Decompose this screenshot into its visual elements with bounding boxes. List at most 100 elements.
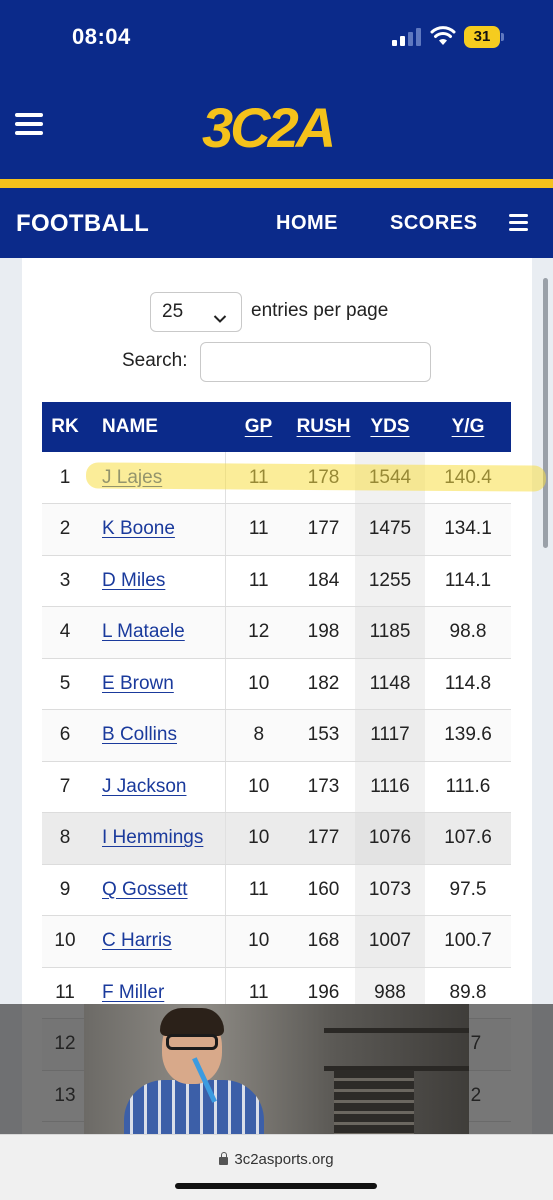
- name-cell: Q Gossett: [88, 864, 226, 916]
- url-text: 3c2asports.org: [234, 1151, 334, 1168]
- nav-home-link[interactable]: HOME: [276, 212, 338, 234]
- rank-cell: 10: [42, 915, 88, 968]
- name-cell: J Jackson: [88, 761, 226, 813]
- yg-cell: 140.4: [425, 452, 511, 504]
- site-header: 3C2A: [0, 80, 553, 179]
- gp-cell: 12: [225, 606, 292, 659]
- yg-cell: 114.8: [425, 658, 511, 710]
- gp-cell: 10: [225, 658, 292, 710]
- rush-cell: 184: [292, 555, 355, 607]
- rush-cell: 198: [292, 606, 355, 659]
- column-header-rush[interactable]: RUSH: [292, 402, 355, 452]
- player-link[interactable]: Q Gossett: [102, 878, 188, 900]
- column-header-yds[interactable]: YDS: [355, 402, 425, 452]
- gp-cell: 10: [225, 812, 292, 865]
- sport-title[interactable]: FOOTBALL: [16, 210, 150, 237]
- yg-cell: 134.1: [425, 503, 511, 556]
- player-link[interactable]: C Harris: [102, 930, 172, 952]
- gp-cell: 11: [225, 452, 292, 504]
- rank-cell: 7: [42, 761, 88, 813]
- gp-cell: 11: [225, 864, 292, 916]
- player-link[interactable]: K Boone: [102, 518, 175, 540]
- player-link[interactable]: I Hemmings: [102, 827, 204, 849]
- player-link[interactable]: L Mataele: [102, 621, 185, 643]
- lock-icon: [219, 1152, 229, 1165]
- rush-cell: 153: [292, 709, 355, 762]
- entries-label: entries per page: [251, 300, 389, 321]
- wifi-icon: [430, 26, 456, 45]
- yds-cell: 1148: [355, 658, 425, 710]
- yg-cell: 97.5: [425, 864, 511, 916]
- player-link[interactable]: E Brown: [102, 672, 174, 694]
- gp-cell: 11: [225, 503, 292, 556]
- battery-icon: 31: [464, 26, 504, 48]
- rush-cell: 177: [292, 503, 355, 556]
- table-row: 4 L Mataele 12 198 1185 98.8: [42, 606, 511, 659]
- yg-cell: 111.6: [425, 761, 511, 813]
- yds-cell: 1073: [355, 864, 425, 916]
- yds-cell: 1007: [355, 915, 425, 968]
- yg-cell: 114.1: [425, 555, 511, 607]
- player-link[interactable]: D Miles: [102, 569, 166, 591]
- nav-scores-link[interactable]: SCORES: [390, 212, 478, 234]
- name-cell: J Lajes: [88, 452, 226, 504]
- gp-cell: 11: [225, 555, 292, 607]
- rush-cell: 182: [292, 658, 355, 710]
- battery-level: 31: [464, 26, 500, 48]
- rank-cell: 5: [42, 658, 88, 710]
- name-cell: K Boone: [88, 503, 226, 556]
- name-cell: D Miles: [88, 555, 226, 607]
- yds-cell: 1076: [355, 812, 425, 865]
- main-menu-icon[interactable]: [15, 113, 43, 135]
- yg-cell: 107.6: [425, 812, 511, 865]
- cellular-signal-icon: [392, 28, 422, 46]
- table-row: 7 J Jackson 10 173 1116 111.6: [42, 761, 511, 813]
- gp-cell: 10: [225, 761, 292, 813]
- entries-select-value: 25: [162, 301, 184, 322]
- yg-cell: 139.6: [425, 709, 511, 762]
- column-header-rank: RK: [42, 402, 88, 452]
- ad-image[interactable]: [84, 1004, 469, 1134]
- sport-menu-icon[interactable]: [509, 214, 528, 231]
- home-indicator[interactable]: [175, 1183, 377, 1189]
- table-row: 9 Q Gossett 11 160 1073 97.5: [42, 864, 511, 916]
- browser-url-bar[interactable]: 3c2asports.org: [0, 1134, 553, 1200]
- entries-per-page-select[interactable]: 25: [150, 292, 242, 332]
- table-row: 3 D Miles 11 184 1255 114.1: [42, 555, 511, 607]
- column-header-name: NAME: [88, 402, 225, 452]
- player-link[interactable]: J Jackson: [102, 775, 187, 797]
- column-header-gp[interactable]: GP: [225, 402, 292, 452]
- player-link[interactable]: B Collins: [102, 724, 177, 746]
- rush-cell: 177: [292, 812, 355, 865]
- table-header-row: RK NAME GP RUSH YDS Y/G: [42, 402, 511, 452]
- rank-cell: 1: [42, 452, 88, 504]
- name-cell: E Brown: [88, 658, 226, 710]
- status-time: 08:04: [72, 24, 131, 49]
- page-scrollbar[interactable]: [543, 278, 548, 548]
- name-cell: I Hemmings: [88, 812, 226, 865]
- search-input[interactable]: [200, 342, 431, 382]
- player-link[interactable]: J Lajes: [102, 466, 163, 488]
- yds-cell: 1116: [355, 761, 425, 813]
- column-header-yg[interactable]: Y/G: [425, 402, 511, 452]
- yds-cell: 1475: [355, 503, 425, 556]
- ad-banner[interactable]: [0, 1004, 553, 1134]
- rank-cell: 8: [42, 812, 88, 865]
- table-row: 5 E Brown 10 182 1148 114.8: [42, 658, 511, 710]
- rank-cell: 2: [42, 503, 88, 556]
- site-logo[interactable]: 3C2A: [202, 96, 336, 159]
- table-row: 1 J Lajes 11 178 1544 140.4: [42, 452, 511, 504]
- name-cell: B Collins: [88, 709, 226, 762]
- rush-cell: 173: [292, 761, 355, 813]
- rush-cell: 178: [292, 452, 355, 504]
- status-bar: 08:04 31: [0, 0, 553, 80]
- yds-cell: 1544: [355, 452, 425, 504]
- yds-cell: 1185: [355, 606, 425, 659]
- rush-cell: 168: [292, 915, 355, 968]
- yds-cell: 1117: [355, 709, 425, 762]
- table-row: 6 B Collins 8 153 1117 139.6: [42, 709, 511, 762]
- player-link[interactable]: F Miller: [102, 981, 165, 1003]
- rank-cell: 4: [42, 606, 88, 659]
- search-label: Search:: [122, 350, 188, 371]
